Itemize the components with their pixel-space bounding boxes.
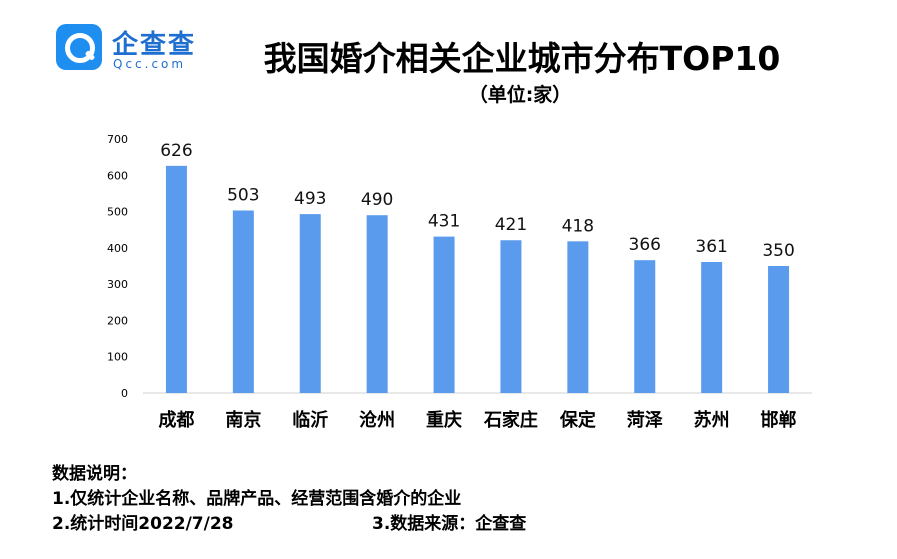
y-tick-label: 100 xyxy=(107,351,128,364)
data-label: 503 xyxy=(227,185,259,205)
logo-name: 企查查 xyxy=(112,30,197,60)
data-label: 493 xyxy=(294,189,326,209)
bar xyxy=(768,266,790,393)
magnifier-icon xyxy=(56,24,102,70)
data-label: 366 xyxy=(629,235,661,255)
category-label: 临沂 xyxy=(292,409,328,431)
logo-domain: Qcc.com xyxy=(113,57,187,71)
chart-subtitle: （单位:家） xyxy=(468,84,572,106)
bar-chart: 0 100 200 300 400 500 600 700 626 成都 503 南京 493 临沂 490… xyxy=(107,133,812,431)
category-label: 重庆 xyxy=(426,409,462,431)
category-label: 苏州 xyxy=(694,409,730,431)
data-label: 418 xyxy=(562,216,594,236)
category-label: 沧州 xyxy=(359,409,395,431)
bar xyxy=(165,165,187,393)
bar xyxy=(634,260,656,393)
data-label: 421 xyxy=(495,215,527,235)
y-tick-label: 300 xyxy=(107,278,128,291)
notes-line-1: 1.仅统计企业名称、品牌产品、经营范围含婚介的企业 xyxy=(52,489,462,509)
notes-line-3: 3.数据来源：企查查 xyxy=(372,514,527,534)
notes-heading: 数据说明： xyxy=(52,464,137,484)
chart-title: 我国婚介相关企业城市分布TOP10 xyxy=(263,39,781,78)
y-tick-label: 700 xyxy=(107,133,128,146)
notes-line-2: 2.统计时间2022/7/28 xyxy=(52,514,234,534)
data-notes: 数据说明： 1.仅统计企业名称、品牌产品、经营范围含婚介的企业 2.统计时间20… xyxy=(52,462,526,537)
category-label: 保定 xyxy=(559,409,596,431)
bar xyxy=(701,262,723,393)
bar xyxy=(366,215,388,393)
data-label: 490 xyxy=(361,190,393,210)
data-label: 350 xyxy=(762,241,794,261)
y-tick-label: 200 xyxy=(107,314,128,327)
bar xyxy=(433,236,455,393)
y-tick-label: 500 xyxy=(107,206,128,219)
category-label: 菏泽 xyxy=(627,409,663,431)
bar xyxy=(500,240,522,393)
data-label: 431 xyxy=(428,212,460,232)
y-tick-label: 600 xyxy=(107,169,128,182)
qcc-logo: 企查查 Qcc.com xyxy=(56,24,206,74)
y-tick-label: 400 xyxy=(107,242,128,255)
category-label: 邯郸 xyxy=(761,409,797,431)
bar xyxy=(567,241,589,393)
category-label: 石家庄 xyxy=(483,409,538,431)
bar xyxy=(232,210,254,393)
category-label: 南京 xyxy=(225,409,261,431)
data-label: 361 xyxy=(695,237,727,257)
bar xyxy=(299,214,321,393)
category-label: 成都 xyxy=(158,409,194,431)
y-tick-label: 0 xyxy=(121,387,128,400)
data-label: 626 xyxy=(160,141,192,161)
